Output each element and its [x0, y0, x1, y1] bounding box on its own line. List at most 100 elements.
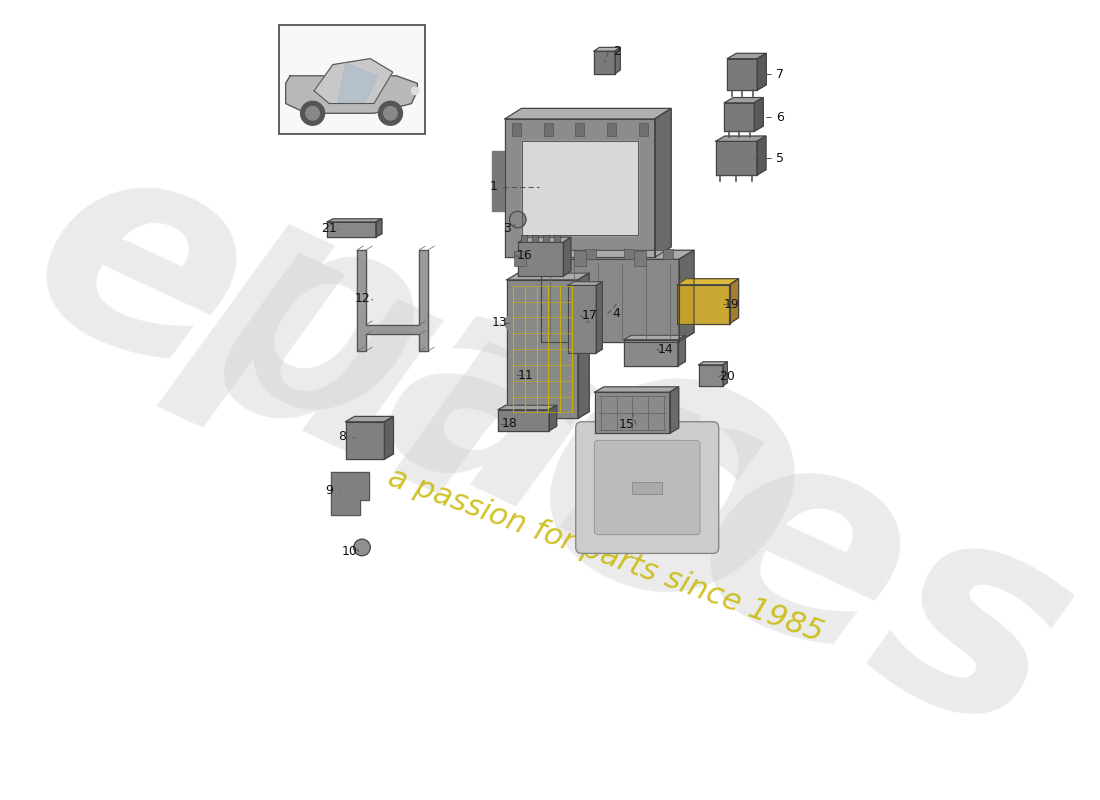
Bar	[575, 122, 584, 136]
Text: 10: 10	[342, 546, 358, 558]
Text: 17: 17	[582, 309, 597, 322]
Polygon shape	[345, 417, 394, 422]
Polygon shape	[338, 63, 377, 102]
Text: a passion for parts since 1985: a passion for parts since 1985	[385, 462, 827, 647]
Polygon shape	[595, 392, 670, 434]
Text: 18: 18	[502, 418, 517, 430]
Polygon shape	[757, 136, 766, 175]
Polygon shape	[327, 219, 382, 222]
Polygon shape	[540, 259, 679, 342]
Polygon shape	[678, 335, 685, 366]
Text: 16: 16	[517, 249, 532, 262]
Bar	[607, 122, 616, 136]
Bar	[278, 26, 425, 134]
Polygon shape	[327, 222, 376, 237]
Polygon shape	[757, 54, 767, 90]
Text: 2: 2	[614, 46, 622, 58]
Polygon shape	[624, 340, 678, 366]
Bar	[632, 482, 662, 494]
Bar	[547, 249, 557, 259]
Text: eurO: eurO	[0, 101, 833, 694]
Circle shape	[411, 87, 419, 94]
Polygon shape	[498, 406, 557, 410]
Polygon shape	[507, 273, 590, 280]
Text: 7: 7	[776, 68, 783, 81]
Polygon shape	[698, 362, 727, 365]
Polygon shape	[505, 119, 654, 258]
Polygon shape	[594, 51, 615, 74]
Polygon shape	[563, 237, 571, 276]
Polygon shape	[670, 387, 679, 434]
Text: 8: 8	[339, 430, 346, 443]
Bar	[585, 249, 596, 259]
Polygon shape	[498, 410, 549, 430]
Polygon shape	[518, 242, 563, 276]
Bar	[543, 235, 549, 242]
Text: 19: 19	[724, 298, 739, 310]
Text: 11: 11	[517, 369, 534, 382]
Text: 15: 15	[619, 418, 635, 431]
Text: 3: 3	[504, 222, 512, 235]
Polygon shape	[578, 273, 590, 418]
Polygon shape	[724, 102, 755, 131]
Polygon shape	[507, 280, 578, 418]
Bar	[532, 235, 538, 242]
Polygon shape	[521, 142, 638, 235]
Polygon shape	[596, 282, 603, 353]
Polygon shape	[331, 472, 368, 515]
Polygon shape	[492, 150, 505, 210]
Polygon shape	[723, 362, 727, 386]
Circle shape	[300, 102, 324, 126]
Bar	[521, 235, 527, 242]
Polygon shape	[716, 136, 766, 142]
Polygon shape	[385, 417, 394, 459]
Polygon shape	[595, 387, 679, 392]
Polygon shape	[678, 285, 729, 324]
Polygon shape	[358, 250, 428, 351]
Circle shape	[505, 314, 521, 331]
Text: 6: 6	[776, 110, 783, 123]
FancyBboxPatch shape	[575, 422, 718, 554]
Polygon shape	[549, 406, 557, 430]
Polygon shape	[624, 335, 685, 340]
Bar	[624, 249, 635, 259]
Text: 1: 1	[490, 180, 497, 193]
Polygon shape	[315, 58, 393, 103]
Polygon shape	[615, 47, 620, 74]
Text: 20: 20	[719, 370, 735, 383]
Polygon shape	[594, 47, 620, 51]
Circle shape	[384, 106, 397, 120]
Polygon shape	[505, 109, 671, 119]
Bar	[662, 249, 673, 259]
Polygon shape	[540, 250, 694, 259]
Polygon shape	[678, 278, 738, 285]
Polygon shape	[345, 422, 385, 459]
Polygon shape	[729, 278, 738, 324]
Polygon shape	[679, 250, 694, 342]
Polygon shape	[724, 98, 763, 102]
Text: 12: 12	[355, 293, 371, 306]
Text: 14: 14	[658, 342, 674, 355]
Circle shape	[354, 539, 371, 556]
Polygon shape	[518, 237, 571, 242]
Text: 13: 13	[492, 316, 507, 330]
Circle shape	[306, 106, 319, 120]
Text: pares: pares	[158, 150, 1100, 795]
Polygon shape	[286, 76, 417, 114]
Polygon shape	[568, 286, 596, 353]
Circle shape	[378, 102, 403, 126]
FancyBboxPatch shape	[594, 440, 700, 534]
Polygon shape	[568, 282, 603, 286]
Bar	[543, 122, 552, 136]
Bar	[514, 251, 526, 266]
Bar	[512, 122, 520, 136]
Text: 9: 9	[326, 484, 333, 497]
Bar	[554, 235, 560, 242]
Polygon shape	[698, 365, 723, 386]
Polygon shape	[727, 54, 767, 58]
Bar	[634, 251, 646, 266]
Polygon shape	[716, 142, 757, 175]
Polygon shape	[654, 109, 671, 258]
Bar	[574, 251, 586, 266]
Polygon shape	[727, 58, 757, 90]
